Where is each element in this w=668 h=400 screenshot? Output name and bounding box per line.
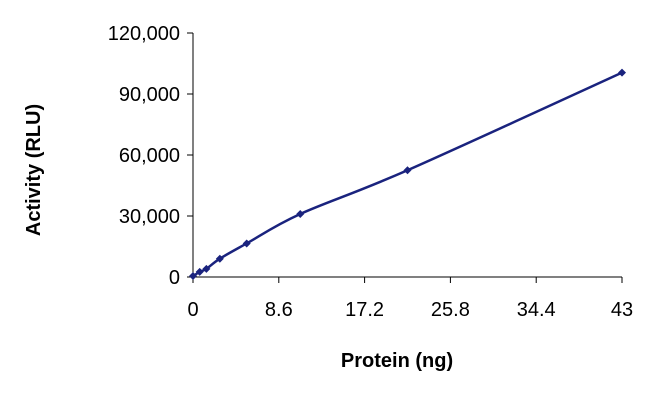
series-layer bbox=[189, 68, 626, 280]
y-tick-label: 30,000 bbox=[119, 206, 180, 228]
y-tick-label: 120,000 bbox=[108, 23, 180, 45]
x-axis-title: Protein (ng) bbox=[341, 350, 453, 372]
data-point-marker bbox=[403, 166, 412, 175]
series-line bbox=[191, 71, 624, 278]
x-tick-label: 8.6 bbox=[265, 299, 293, 321]
data-point-marker bbox=[618, 68, 626, 77]
data-point-marker bbox=[215, 254, 224, 263]
y-tick-labels: 0 30,000 60,000 90,000 120,000 bbox=[108, 23, 180, 289]
axes bbox=[187, 32, 623, 283]
data-point-marker bbox=[242, 239, 251, 248]
x-tick-label: 17.2 bbox=[345, 299, 384, 321]
x-tick-labels: 0 8.6 17.2 25.8 34.4 43 bbox=[187, 299, 633, 321]
data-point-marker bbox=[296, 209, 305, 218]
data-point-marker bbox=[189, 271, 197, 280]
y-tick-label: 60,000 bbox=[119, 145, 180, 167]
x-tick-label: 43 bbox=[611, 299, 633, 321]
x-tick-label: 25.8 bbox=[431, 299, 470, 321]
data-point-marker bbox=[202, 264, 211, 273]
x-tick-label: 0 bbox=[187, 299, 198, 321]
y-tick-label: 0 bbox=[169, 267, 180, 289]
x-tick-label: 34.4 bbox=[517, 299, 556, 321]
y-axis-title: Activity (RLU) bbox=[23, 104, 45, 236]
y-tick-label: 90,000 bbox=[119, 84, 180, 106]
data-point-marker bbox=[195, 267, 204, 276]
